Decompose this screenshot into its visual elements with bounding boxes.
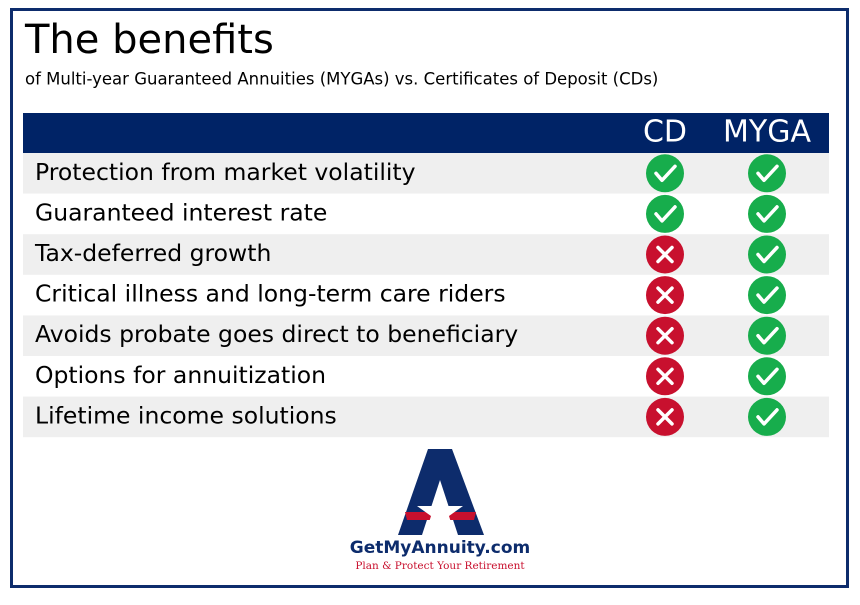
check-mark [756, 286, 779, 304]
column-header: MYGA [723, 115, 811, 150]
icon-circle [748, 357, 786, 396]
check-mark [654, 164, 677, 183]
cross-icon [646, 276, 684, 315]
cross-icon [646, 357, 684, 396]
row-label: Tax-deferred growth [34, 239, 271, 267]
icon-circle [748, 397, 786, 436]
check-icon [748, 154, 786, 193]
logo-name: GetMyAnnuity.com [350, 538, 530, 558]
cross-mark [656, 245, 674, 264]
row-label: Protection from market volatility [35, 158, 416, 186]
check-mark [756, 245, 779, 264]
row-label: Options for annuitization [35, 361, 326, 389]
icon-circle [748, 276, 786, 315]
row-label: Lifetime income solutions [35, 401, 337, 429]
row-background [23, 396, 829, 438]
check-mark [756, 164, 779, 183]
cross-mark [656, 326, 674, 345]
icon-circle [748, 194, 786, 233]
check-icon [748, 397, 786, 436]
check-icon [748, 316, 786, 355]
cross-icon [646, 316, 684, 355]
icon-circle [646, 154, 684, 193]
logo-star [417, 490, 463, 532]
row-label: Critical illness and long-term care ride… [35, 280, 506, 308]
row-label: Avoids probate goes direct to beneficiar… [35, 320, 518, 348]
logo-tagline: Plan & Protect Your Retirement [355, 560, 525, 572]
row-label: Guaranteed interest rate [35, 198, 327, 226]
check-mark [756, 367, 779, 386]
logo: GetMyAnnuity.com Plan & Protect Your Ret… [350, 449, 530, 572]
title: The benefits [24, 17, 274, 63]
subtitle: of Multi-year Guaranteed Annuities (MYGA… [25, 70, 658, 89]
check-icon [748, 194, 786, 233]
cross-mark [656, 286, 674, 304]
icon-circle [748, 235, 786, 274]
cross-icon [646, 397, 684, 436]
cross-mark [656, 367, 674, 386]
icon-circle [646, 194, 684, 233]
icon-circle [748, 154, 786, 193]
check-mark [756, 326, 779, 345]
row-background [23, 153, 829, 194]
check-icon [748, 235, 786, 274]
cross-icon [646, 235, 684, 274]
table-header [23, 113, 829, 153]
check-icon [748, 357, 786, 396]
column-header: CD [643, 115, 687, 150]
check-icon [646, 154, 684, 193]
cross-mark [656, 408, 674, 426]
check-mark [654, 205, 677, 223]
check-mark [756, 205, 779, 223]
check-icon [646, 194, 684, 233]
row-background [23, 315, 829, 356]
check-icon [748, 276, 786, 315]
table-body: Protection from market volatility Guarant… [23, 153, 829, 438]
icon-circle [748, 316, 786, 355]
check-mark [756, 408, 779, 426]
row-background [23, 234, 829, 275]
